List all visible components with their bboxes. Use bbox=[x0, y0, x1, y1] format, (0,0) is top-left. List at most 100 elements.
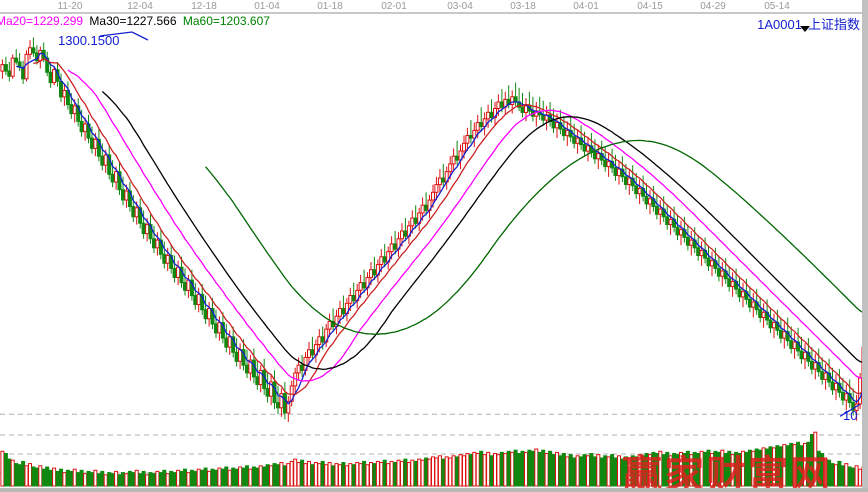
volume-bar bbox=[847, 466, 852, 487]
symbol-code: 1A0001 bbox=[757, 17, 802, 32]
volume-bar bbox=[72, 468, 77, 487]
volume-bar bbox=[362, 460, 367, 487]
volume-bar bbox=[310, 464, 315, 487]
volume-bar bbox=[193, 470, 198, 487]
volume-bar bbox=[207, 470, 212, 487]
candle-body bbox=[172, 268, 177, 278]
price-chart-pane[interactable] bbox=[0, 14, 868, 428]
candle-body bbox=[592, 151, 597, 160]
ma30-legend: Ma30=1227.566 bbox=[89, 14, 177, 28]
volume-bar bbox=[692, 451, 697, 487]
volume-bar bbox=[293, 458, 298, 487]
candle-body bbox=[155, 239, 160, 249]
candle-body bbox=[179, 266, 184, 284]
candle-body bbox=[224, 337, 229, 348]
volume-bar bbox=[155, 470, 160, 487]
volume-bar bbox=[627, 457, 632, 487]
volume-bar bbox=[386, 463, 391, 487]
candle-body bbox=[520, 106, 525, 113]
volume-bar bbox=[637, 454, 642, 487]
candle-body bbox=[596, 153, 601, 160]
ma30-line bbox=[101, 91, 864, 371]
volume-bar bbox=[465, 453, 470, 487]
candle-body bbox=[658, 208, 663, 215]
volume-bar bbox=[389, 460, 394, 487]
volume-bar bbox=[834, 464, 838, 487]
candle-body bbox=[196, 293, 201, 306]
candle-body bbox=[379, 256, 384, 266]
candle-body bbox=[145, 224, 150, 235]
volume-bar bbox=[3, 453, 8, 487]
candle-body bbox=[617, 168, 621, 177]
volume-bar bbox=[599, 457, 604, 487]
volume-bar bbox=[152, 473, 156, 487]
candle-body bbox=[716, 268, 721, 277]
candle-body bbox=[840, 391, 845, 401]
candle-body bbox=[823, 372, 828, 380]
candle-body bbox=[679, 229, 683, 236]
volume-bar bbox=[489, 455, 494, 487]
volume-bar bbox=[482, 454, 487, 487]
volume-bar bbox=[172, 472, 177, 487]
volume-bar bbox=[682, 453, 687, 487]
volume-bar bbox=[45, 466, 50, 487]
volume-bar bbox=[379, 462, 384, 487]
volume-bar bbox=[582, 454, 587, 487]
volume-bar bbox=[0, 450, 5, 487]
volume-bar bbox=[789, 442, 794, 487]
volume-bar bbox=[541, 449, 546, 487]
candle-body bbox=[369, 269, 373, 278]
volume-bar bbox=[279, 462, 284, 487]
candle-body bbox=[465, 135, 470, 144]
volume-bar bbox=[747, 449, 752, 487]
candle-body bbox=[431, 191, 435, 201]
candlestick-series bbox=[0, 37, 866, 422]
candle-body bbox=[103, 154, 108, 166]
candle-body bbox=[400, 230, 404, 240]
candle-body bbox=[586, 145, 590, 152]
candle-body bbox=[844, 393, 849, 401]
candle-body bbox=[462, 142, 466, 152]
candle-body bbox=[424, 204, 429, 211]
candle-body bbox=[627, 177, 632, 186]
volume-bar bbox=[685, 450, 690, 487]
chevron-down-icon bbox=[800, 26, 810, 32]
volume-bar bbox=[21, 460, 26, 487]
volume-bar bbox=[644, 453, 649, 487]
volume-bar bbox=[651, 451, 656, 487]
candle-body bbox=[245, 364, 249, 374]
volume-bar bbox=[813, 431, 818, 487]
symbol-name: 上证指数 bbox=[807, 17, 860, 32]
volume-bar bbox=[840, 465, 845, 487]
volume-bar bbox=[437, 455, 442, 487]
candle-body bbox=[227, 336, 232, 348]
volume-bar bbox=[203, 467, 208, 487]
volume-bar bbox=[341, 462, 346, 487]
candle-body bbox=[203, 309, 208, 320]
candle-body bbox=[582, 144, 587, 152]
candle-body bbox=[555, 122, 559, 129]
volume-bar bbox=[248, 468, 253, 487]
volume-bar bbox=[754, 448, 759, 487]
candle-body bbox=[613, 167, 618, 177]
volume-bar bbox=[262, 466, 267, 487]
volume-bar bbox=[403, 458, 408, 487]
volume-bar bbox=[479, 450, 484, 487]
candle-body bbox=[834, 382, 838, 391]
volume-bar bbox=[34, 467, 39, 487]
candle-body bbox=[524, 105, 528, 113]
volume-chart-pane[interactable] bbox=[0, 428, 868, 488]
candle-body bbox=[382, 256, 387, 263]
candle-body bbox=[351, 295, 356, 302]
volume-bar bbox=[127, 470, 132, 487]
symbol-tag[interactable]: 1A0001 上证指数 bbox=[757, 14, 860, 33]
volume-bar bbox=[823, 458, 828, 487]
date-label: 04-29 bbox=[700, 1, 726, 12]
candle-body bbox=[93, 138, 98, 149]
candle-body bbox=[410, 217, 415, 227]
candle-body bbox=[772, 322, 776, 329]
volume-bar bbox=[214, 469, 218, 487]
candle-body bbox=[761, 311, 766, 318]
volume-bar bbox=[468, 454, 473, 487]
candle-body bbox=[623, 176, 628, 186]
